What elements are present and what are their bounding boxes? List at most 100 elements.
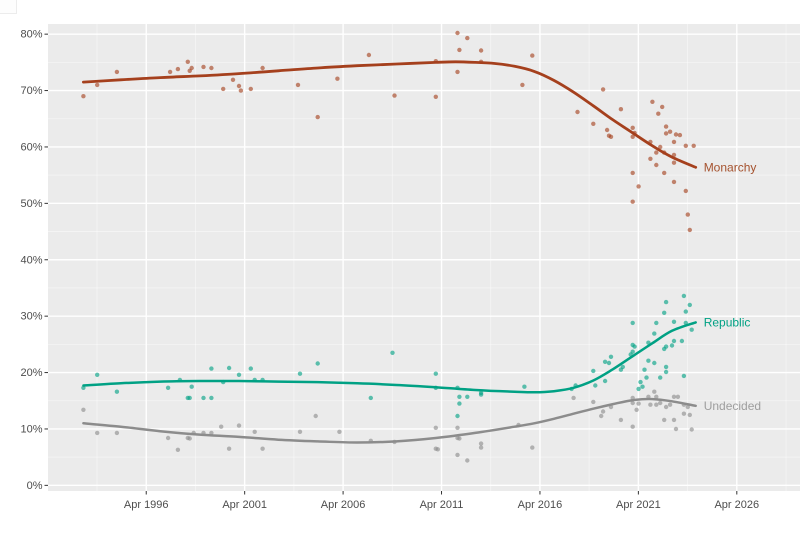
data-point-undecided [654,402,659,407]
data-point-monarchy [683,143,688,148]
y-axis-label: 70% [20,85,42,97]
data-point-monarchy [114,69,120,75]
data-point-monarchy [630,199,635,204]
data-point-republic [297,371,303,376]
data-point-republic [187,395,192,401]
data-point-monarchy [671,139,677,145]
data-point-undecided [219,424,224,429]
data-point-republic [165,385,171,390]
data-point-monarchy [295,82,301,88]
data-point-monarchy [230,77,236,83]
data-point-republic [636,386,641,392]
data-point-monarchy [167,69,173,75]
x-axis-label: Apr 2021 [616,499,661,511]
data-point-republic [671,319,677,324]
x-axis-label: Apr 2011 [420,499,464,511]
data-point-monarchy [478,48,484,53]
data-point-monarchy [392,93,397,98]
data-point-monarchy [175,66,181,72]
data-point-undecided [671,394,677,399]
data-point-republic [638,379,643,385]
data-point-republic [652,360,657,366]
data-point-republic [640,384,645,389]
data-point-monarchy [185,59,190,64]
data-point-republic [663,344,669,349]
data-point-undecided [236,423,242,428]
x-axis-label: Apr 2026 [714,499,759,511]
data-point-monarchy [600,87,606,92]
data-point-monarchy [630,134,635,139]
data-point-republic [114,389,120,394]
data-point-undecided [81,407,86,412]
data-point-monarchy [315,114,320,120]
y-axis-label: 10% [20,423,42,435]
data-point-monarchy [209,65,214,71]
data-point-monarchy [591,121,596,127]
data-point-republic [681,293,687,299]
data-point-monarchy [660,104,665,110]
data-point-monarchy [189,65,194,71]
x-axis-label: Apr 1996 [124,499,169,511]
data-point-monarchy [575,109,580,115]
data-point-undecided [673,426,679,432]
data-point-monarchy [685,212,690,217]
data-point-monarchy [95,82,100,88]
data-point-monarchy [673,132,679,137]
data-point-monarchy [630,170,635,176]
data-point-monarchy [248,86,253,92]
data-point-undecided [209,430,214,436]
data-point-republic [390,350,395,355]
data-point-undecided [260,446,265,451]
data-point-republic [642,367,647,372]
data-point-republic [593,383,598,388]
data-point-republic [620,364,625,370]
data-point-monarchy [654,150,659,155]
data-point-republic [608,354,614,359]
y-axis-label: 80% [20,29,42,41]
y-axis-label: 20% [20,367,42,379]
data-point-republic [368,395,373,401]
data-point-undecided [663,404,669,410]
data-point-monarchy [636,184,641,189]
data-point-undecided [630,424,635,429]
data-point-undecided [457,436,462,441]
trend-line-republic [82,321,697,394]
data-point-monarchy [663,124,669,129]
data-point-undecided [165,435,171,441]
data-point-undecided [591,399,596,405]
trend-line-undecided [82,397,697,444]
data-point-undecided [675,394,681,399]
screen-corner-artifact [0,0,17,14]
data-point-monarchy [260,65,265,71]
data-point-undecided [681,411,687,416]
data-point-undecided [313,413,318,419]
data-point-republic [201,395,206,401]
data-point-republic [457,394,462,399]
y-axis-label: 30% [20,311,42,323]
data-point-undecided [478,441,484,446]
data-point-monarchy [608,134,614,139]
data-point-undecided [634,407,639,412]
data-point-monarchy [238,88,244,93]
series-label-undecided: Undecided [704,399,761,413]
data-point-monarchy [691,143,696,148]
data-point-undecided [654,394,659,399]
series-label-monarchy: Monarchy [704,160,757,174]
data-point-undecided [435,447,440,452]
data-point-monarchy [667,129,673,134]
data-point-republic [654,320,659,326]
data-point-undecided [630,400,635,406]
data-point-republic [663,364,669,370]
data-point-republic [189,384,194,389]
data-point-monarchy [648,156,653,161]
data-point-undecided [455,452,460,458]
data-point-republic [209,366,214,371]
data-point-undecided [600,409,606,414]
data-point-monarchy [366,52,372,58]
data-point-undecided [252,429,257,434]
data-point-undecided [652,389,657,394]
data-point-monarchy [650,99,655,105]
data-point-monarchy [604,127,610,133]
data-point-undecided [687,412,692,418]
